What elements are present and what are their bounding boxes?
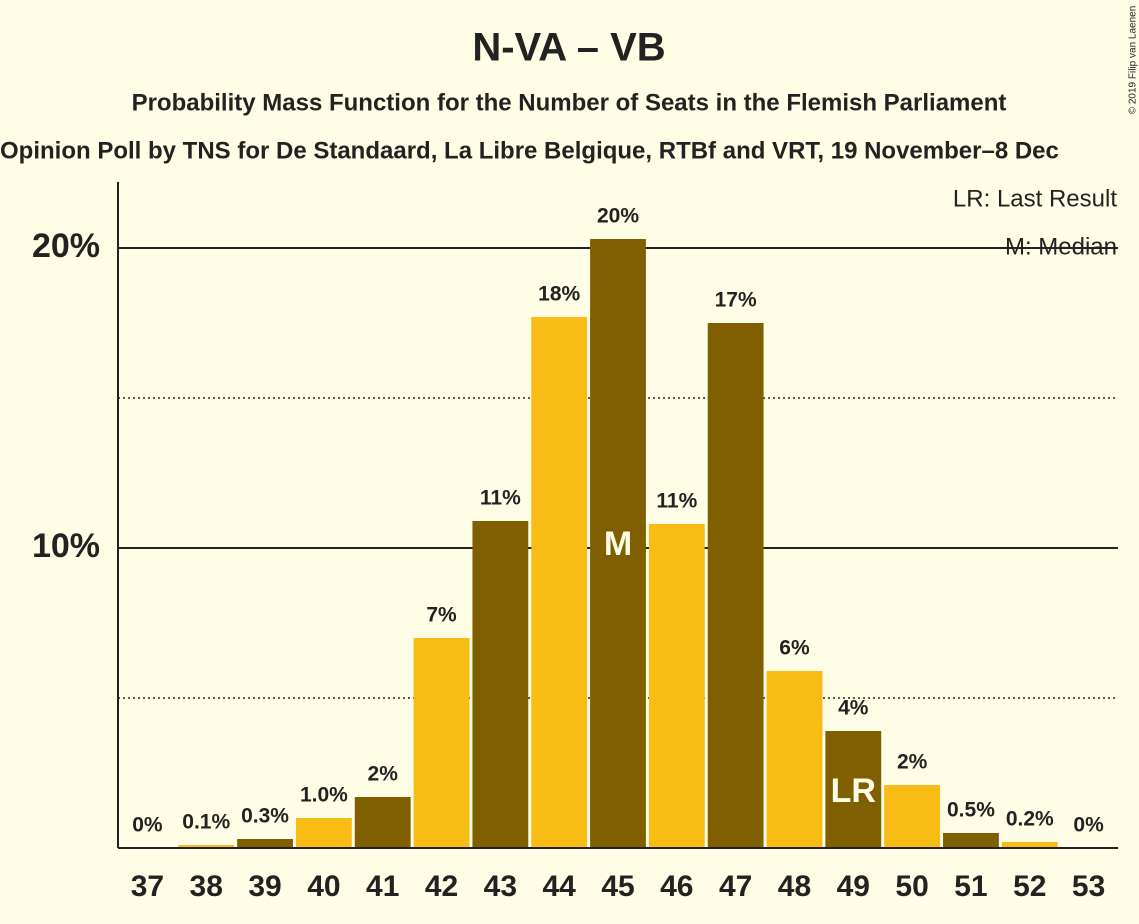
bar bbox=[884, 785, 941, 848]
value-label: 0% bbox=[132, 814, 163, 837]
x-tick-label: 49 bbox=[837, 870, 870, 903]
annotation: LR bbox=[831, 772, 876, 810]
chart-title: N-VA – VB bbox=[472, 26, 665, 70]
x-tick-label: 50 bbox=[895, 870, 928, 903]
bar bbox=[825, 731, 882, 848]
bar bbox=[1001, 842, 1058, 848]
value-label: 17% bbox=[715, 289, 757, 312]
x-tick-label: 37 bbox=[131, 870, 164, 903]
chart-caption: Opinion Poll by TNS for De Standaard, La… bbox=[0, 137, 1059, 164]
x-tick-label: 43 bbox=[484, 870, 517, 903]
value-label: 4% bbox=[838, 697, 869, 720]
bar bbox=[766, 671, 823, 848]
bar bbox=[178, 845, 235, 848]
x-tick-label: 39 bbox=[248, 870, 281, 903]
value-label: 1.0% bbox=[300, 784, 348, 807]
value-label: 11% bbox=[480, 487, 521, 510]
bar bbox=[237, 839, 293, 848]
value-label: 0.3% bbox=[241, 805, 289, 828]
value-label: 2% bbox=[368, 763, 399, 786]
value-label: 18% bbox=[538, 283, 580, 306]
value-label: 0.5% bbox=[947, 799, 995, 822]
value-label: 7% bbox=[426, 604, 457, 627]
bar bbox=[472, 521, 529, 848]
bar bbox=[943, 833, 999, 848]
x-tick-label: 52 bbox=[1013, 870, 1046, 903]
value-label: 11% bbox=[656, 490, 697, 513]
chart-subtitle: Probability Mass Function for the Number… bbox=[132, 89, 1007, 116]
annotation: M bbox=[604, 525, 632, 563]
legend-entry: M: Median bbox=[1005, 233, 1117, 260]
legend-entry: LR: Last Result bbox=[953, 185, 1117, 212]
x-tick-label: 53 bbox=[1072, 870, 1105, 903]
x-tick-label: 38 bbox=[190, 870, 223, 903]
bar bbox=[590, 239, 646, 848]
y-tick-label: 10% bbox=[32, 527, 100, 565]
x-tick-label: 47 bbox=[719, 870, 752, 903]
value-label: 6% bbox=[779, 637, 810, 660]
x-tick-label: 51 bbox=[954, 870, 987, 903]
value-label: 0% bbox=[1073, 814, 1104, 837]
bar bbox=[295, 818, 352, 848]
bar bbox=[648, 524, 705, 848]
value-label: 0.1% bbox=[182, 811, 230, 834]
value-label: 0.2% bbox=[1006, 808, 1054, 831]
value-label: 20% bbox=[597, 205, 639, 228]
x-tick-label: 40 bbox=[307, 870, 340, 903]
x-tick-label: 42 bbox=[425, 870, 458, 903]
bar bbox=[413, 638, 470, 848]
bar bbox=[707, 323, 764, 848]
bar bbox=[354, 797, 411, 848]
copyright: © 2019 Filip van Laenen bbox=[1128, 6, 1139, 115]
x-tick-label: 44 bbox=[542, 870, 576, 903]
x-tick-label: 46 bbox=[660, 870, 693, 903]
x-tick-label: 45 bbox=[601, 870, 634, 903]
y-tick-label: 20% bbox=[32, 227, 100, 265]
value-label: 2% bbox=[897, 751, 928, 774]
bar bbox=[531, 317, 588, 848]
x-tick-label: 41 bbox=[366, 870, 399, 903]
x-tick-label: 48 bbox=[778, 870, 811, 903]
